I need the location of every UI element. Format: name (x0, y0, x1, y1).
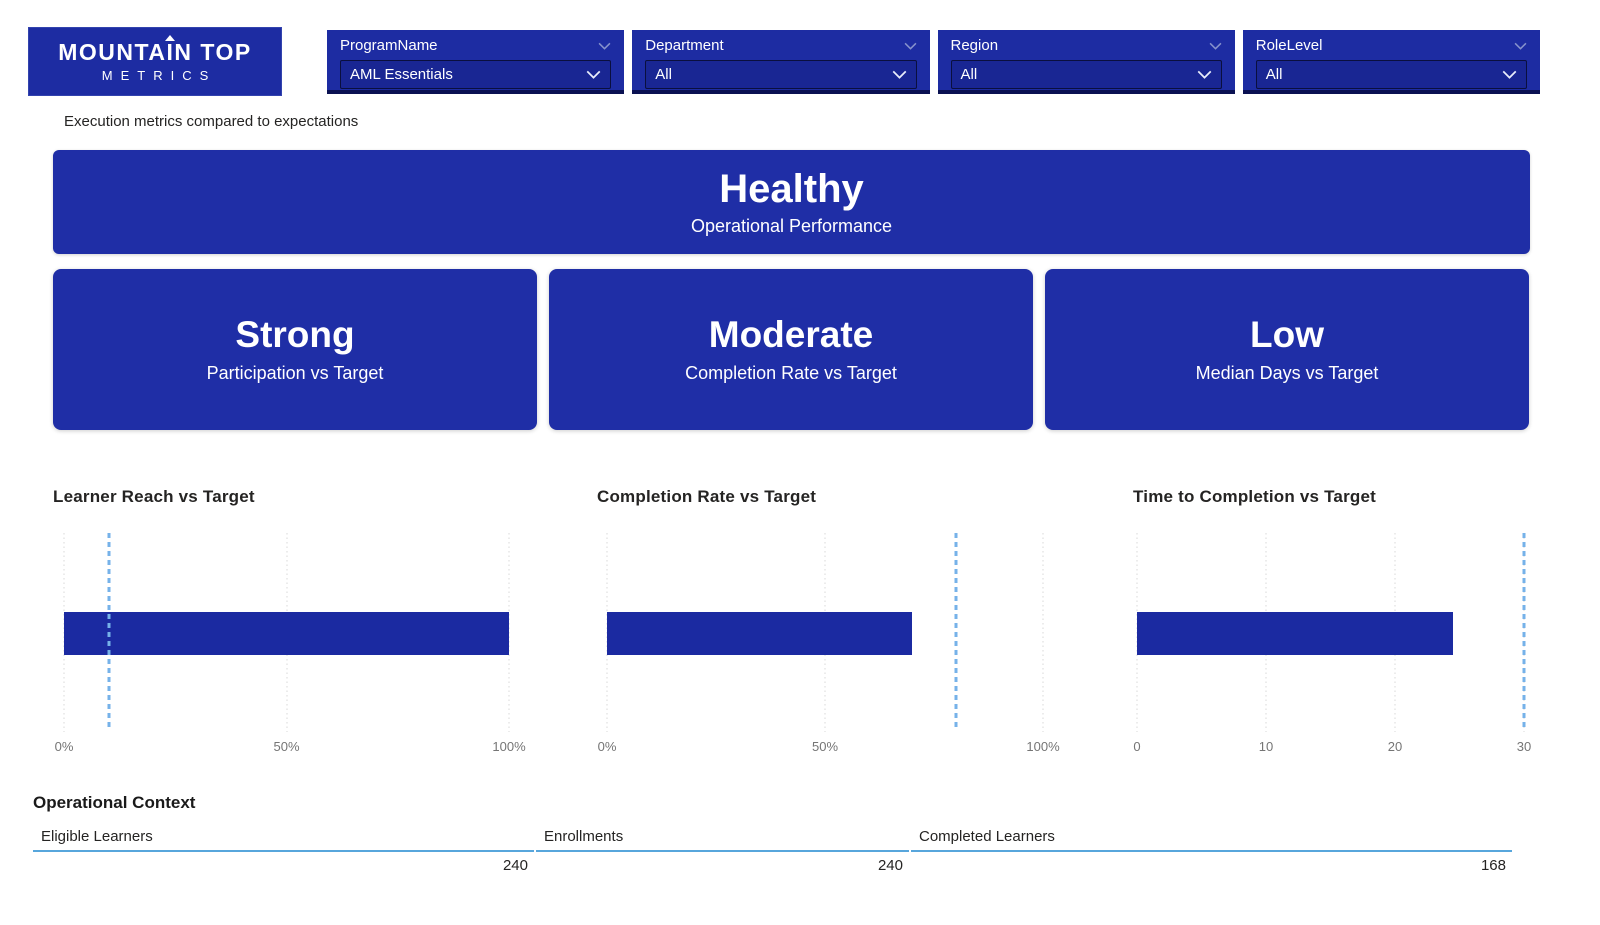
column-header: Enrollments (544, 827, 624, 845)
brand-name-suffix: N TOP (174, 39, 252, 65)
target-line (107, 533, 110, 729)
chevron-down-icon[interactable] (1197, 70, 1212, 79)
department-dropdown[interactable]: All (645, 60, 917, 89)
rolelevel-dropdown[interactable]: All (1255, 60, 1527, 89)
slicer-label: Region (950, 37, 999, 54)
bullet-chart-time-to-completion: 0 10 20 30 (1133, 533, 1531, 754)
axis-tick-label: 20 (1387, 739, 1403, 754)
chevron-down-icon[interactable] (904, 42, 917, 50)
chevron-down-icon[interactable] (892, 70, 907, 79)
context-column-enrollments: Enrollments 240 (536, 822, 909, 878)
axis-tick-label: 30 (1516, 739, 1532, 754)
value-bar[interactable] (607, 612, 913, 655)
dropdown-value: All (1265, 66, 1283, 83)
filter-bar: ProgramName AML Essentials Department Al… (327, 30, 1540, 94)
overall-status-caption: Operational Performance (690, 216, 893, 236)
value-bar[interactable] (64, 612, 509, 655)
overall-status-value: Healthy (719, 167, 864, 211)
column-header: Eligible Learners (41, 827, 153, 845)
kpi-card-participation: Strong Participation vs Target (53, 269, 537, 430)
dropdown-value: All (960, 66, 978, 83)
kpi-status: Moderate (708, 313, 874, 355)
kpi-caption: Completion Rate vs Target (685, 363, 897, 384)
page-subtitle: Execution metrics compared to expectatio… (64, 113, 359, 130)
chevron-down-icon[interactable] (586, 70, 601, 79)
axis-tick-label: 10 (1258, 739, 1274, 754)
header-rule (536, 850, 909, 852)
kpi-caption: Median Days vs Target (1195, 363, 1379, 384)
slicer-region: Region All (937, 30, 1235, 94)
slicer-label: RoleLevel (1255, 37, 1323, 54)
slicer-department: Department All (632, 30, 930, 94)
chart-title-completion-rate: Completion Rate vs Target (597, 487, 817, 506)
brand-subtitle: METRICS (101, 68, 217, 83)
brand-logo: MOUNTAIN TOP METRICS (28, 27, 282, 96)
slicer-header: ProgramName (340, 35, 611, 56)
context-column-completed-learners: Completed Learners 168 (911, 822, 1512, 878)
kpi-card-median-days: Low Median Days vs Target (1045, 269, 1529, 430)
chevron-down-icon[interactable] (598, 42, 611, 50)
chevron-down-icon[interactable] (1514, 42, 1527, 50)
slicer-label: Department (645, 37, 724, 54)
kpi-card-completion-rate: Moderate Completion Rate vs Target (549, 269, 1033, 430)
programname-dropdown[interactable]: AML Essentials (340, 60, 612, 89)
overall-status-card: Healthy Operational Performance (53, 150, 1530, 254)
kpi-status: Low (1250, 313, 1324, 355)
axis-tick-label: 100% (492, 739, 526, 754)
region-dropdown[interactable]: All (950, 60, 1222, 89)
slicer-header: RoleLevel (1256, 35, 1527, 56)
axis-tick-label: 50% (811, 739, 839, 754)
axis-tick-label: 50% (273, 739, 300, 754)
header-rule (911, 850, 1512, 852)
gridline (508, 533, 510, 732)
chevron-down-icon[interactable] (1209, 42, 1222, 50)
target-line (1522, 533, 1526, 729)
kpi-caption: Participation vs Target (206, 363, 384, 384)
target-line (954, 533, 958, 729)
chevron-down-icon[interactable] (1502, 70, 1517, 79)
brand-name-prefix: MOUNTA (58, 39, 167, 65)
slicer-programname: ProgramName AML Essentials (327, 30, 625, 94)
bullet-chart-completion-rate: 0% 50% 100% (598, 533, 1060, 754)
axis-tick-label: 0% (54, 739, 74, 754)
bullet-chart-learner-reach: 0% 50% 100% (55, 533, 526, 754)
chart-title-time-to-completion: Time to Completion vs Target (1133, 487, 1377, 506)
context-column-eligible-learners: Eligible Learners 240 (33, 822, 534, 878)
cell-value: 168 (1480, 857, 1506, 874)
slicer-rolelevel: RoleLevel All (1242, 30, 1540, 94)
brand-name: MOUNTAIN TOP (58, 41, 252, 64)
brand-arrow-letter: I (166, 39, 175, 65)
gridline (1042, 533, 1044, 732)
dropdown-value: All (655, 66, 672, 83)
axis-tick-label: 0% (597, 739, 617, 754)
header-rule (33, 850, 534, 852)
slicer-label: ProgramName (340, 37, 438, 54)
axis-tick-label: 100% (1026, 739, 1060, 754)
slicer-header: Department (645, 35, 916, 56)
value-bar[interactable] (1137, 612, 1454, 655)
context-table-title: Operational Context (33, 793, 196, 812)
cell-value: 240 (502, 857, 528, 874)
column-header: Completed Learners (919, 827, 1055, 845)
dropdown-value: AML Essentials (350, 66, 453, 83)
axis-tick-label: 0 (1133, 739, 1141, 754)
chart-title-learner-reach: Learner Reach vs Target (53, 487, 255, 506)
slicer-header: Region (951, 35, 1222, 56)
cell-value: 240 (877, 857, 903, 874)
kpi-status: Strong (235, 313, 355, 355)
